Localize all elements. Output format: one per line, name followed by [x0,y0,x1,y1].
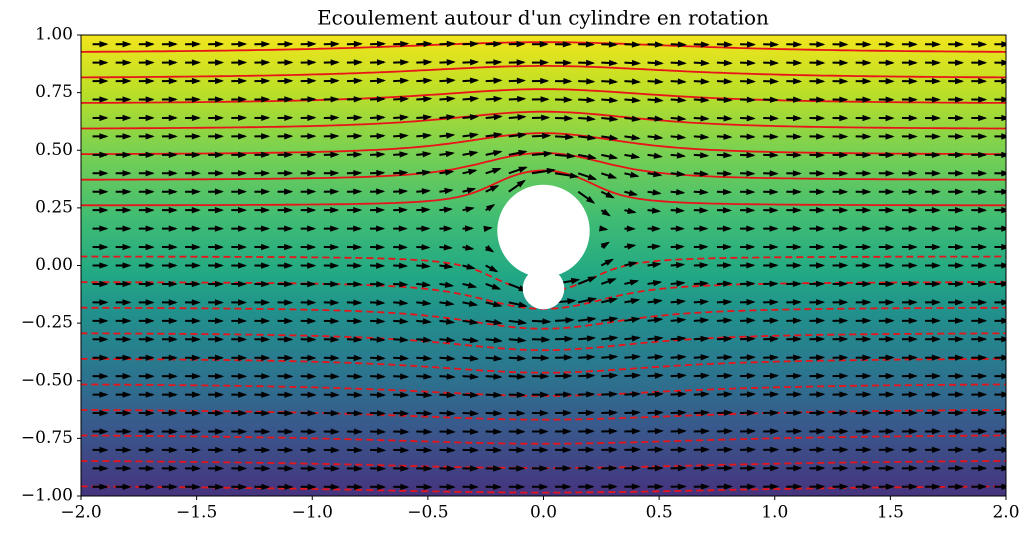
x-tick-label: −0.5 [407,503,448,523]
y-tick-label: −0.25 [21,313,73,333]
chart-title: Ecoulement autour d'un cylindre en rotat… [317,6,769,30]
y-tick-label: 0.00 [35,255,73,275]
x-tick-label: −2.0 [60,503,101,523]
x-tick-label: −1.5 [176,503,217,523]
x-tick-label: 1.0 [761,503,788,523]
x-tick-label: 1.5 [877,503,904,523]
cylinder-small [523,268,565,310]
y-tick-label: 0.25 [35,197,73,217]
y-tick-label: 0.75 [35,82,73,102]
y-tick-label: −0.75 [21,428,73,448]
y-tick-label: 0.50 [35,140,73,160]
x-tick-label: −1.0 [292,503,333,523]
x-tick-label: 0.0 [530,503,557,523]
cylinder [497,185,589,277]
x-tick-label: 0.5 [646,503,673,523]
x-tick-label: 2.0 [992,503,1019,523]
y-tick-label: 1.00 [35,25,73,45]
streamline [69,0,1017,1]
y-tick-label: −1.00 [21,486,73,506]
y-tick-label: −0.50 [21,370,73,390]
